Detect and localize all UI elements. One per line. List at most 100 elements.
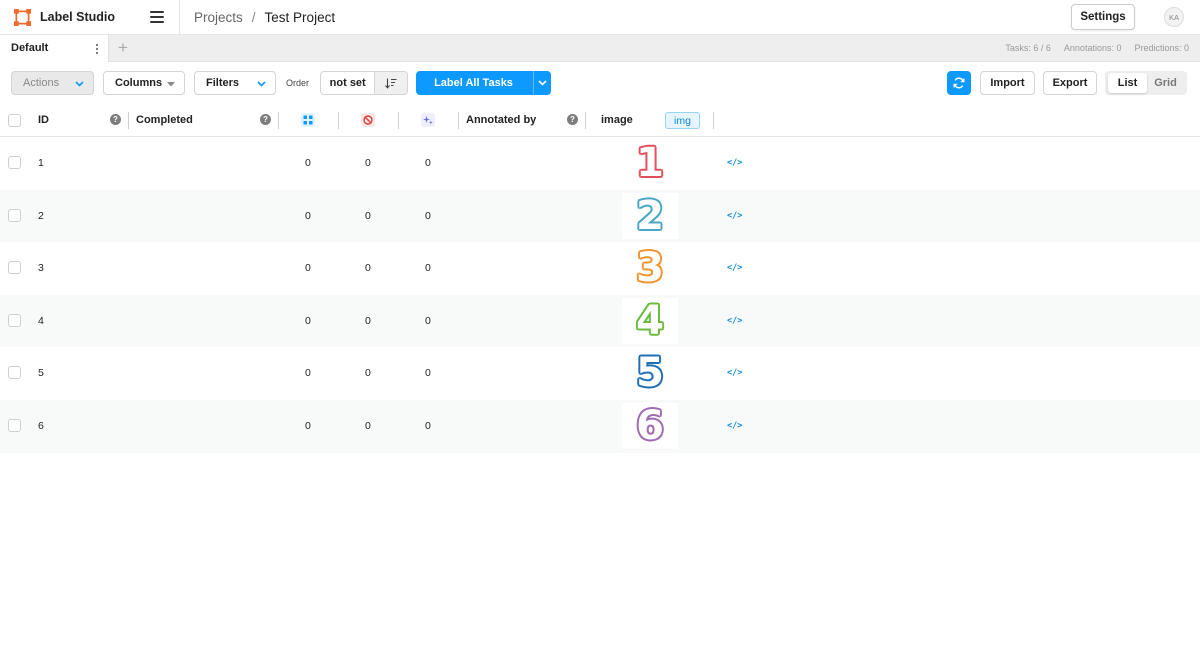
image-thumbnail[interactable]: 3 xyxy=(622,245,678,291)
breadcrumb: Projects / Test Project xyxy=(194,10,335,25)
cancelled-annotations-value: 0 xyxy=(365,420,371,432)
order-control[interactable]: not set xyxy=(320,71,408,95)
image-digit: 5 xyxy=(636,350,664,397)
table-header: ID ? Completed ? Annotated by ? image im… xyxy=(0,105,1200,137)
view-source-icon[interactable]: </> xyxy=(727,263,743,274)
column-divider[interactable] xyxy=(398,112,399,129)
row-checkbox[interactable] xyxy=(8,366,21,380)
view-grid-button[interactable]: Grid xyxy=(1154,77,1177,89)
predictions-value: 0 xyxy=(425,157,431,169)
view-source-icon[interactable]: </> xyxy=(727,158,743,168)
breadcrumb-projects-link[interactable]: Projects xyxy=(194,9,243,25)
image-digit: 3 xyxy=(636,245,664,292)
columns-label: Columns xyxy=(115,77,163,89)
order-label: Order xyxy=(286,78,310,88)
image-thumbnail[interactable]: 4 xyxy=(622,297,678,344)
tab-default[interactable]: Default xyxy=(0,35,109,62)
breadcrumb-current-project: Test Project xyxy=(264,9,336,25)
table-row[interactable]: 4 0 0 0 4 </> xyxy=(0,294,1200,348)
row-checkbox[interactable] xyxy=(8,419,21,432)
help-icon[interactable]: ? xyxy=(567,114,578,125)
total-annotations-icon[interactable] xyxy=(301,113,315,127)
chevron-down-icon xyxy=(257,81,266,87)
image-type-badge: img xyxy=(665,112,700,129)
task-id: 2 xyxy=(38,209,44,222)
column-divider[interactable] xyxy=(585,112,586,129)
app-name: Label Studio xyxy=(40,10,115,24)
predictions-value: 0 xyxy=(425,420,431,432)
table-row[interactable]: 3 0 0 0 3 </> xyxy=(0,242,1200,295)
row-checkbox[interactable] xyxy=(8,156,21,169)
sort-direction-icon[interactable] xyxy=(375,72,407,94)
order-value[interactable]: not set xyxy=(321,72,376,94)
view-list-button[interactable]: List xyxy=(1108,73,1147,93)
columns-dropdown[interactable]: Columns xyxy=(103,71,185,95)
image-digit: 1 xyxy=(636,140,664,186)
table-row[interactable]: 1 0 0 0 1 </> xyxy=(0,137,1200,190)
total-annotations-value: 0 xyxy=(305,420,311,432)
image-thumbnail[interactable]: 2 xyxy=(622,192,678,239)
task-id: 4 xyxy=(38,314,44,327)
select-all-checkbox[interactable] xyxy=(8,114,21,127)
export-button[interactable]: Export xyxy=(1043,71,1097,95)
cancelled-annotations-value: 0 xyxy=(365,314,371,327)
predictions-icon[interactable] xyxy=(421,113,435,127)
filters-dropdown[interactable]: Filters xyxy=(194,71,276,95)
settings-button[interactable]: Settings xyxy=(1071,4,1135,30)
image-thumbnail[interactable]: 6 xyxy=(622,403,678,449)
column-divider[interactable] xyxy=(278,112,279,129)
image-thumbnail[interactable]: 5 xyxy=(622,350,678,396)
predictions-count: Predictions: 0 xyxy=(1134,43,1189,53)
image-thumbnail[interactable]: 1 xyxy=(622,140,678,186)
refresh-button[interactable] xyxy=(947,71,971,95)
view-source-icon[interactable]: </> xyxy=(727,210,743,221)
actions-dropdown[interactable]: Actions xyxy=(11,71,94,95)
image-digit: 2 xyxy=(636,192,664,239)
table-row[interactable]: 2 0 0 0 2 </> xyxy=(0,189,1200,243)
column-header-completed[interactable]: Completed xyxy=(136,114,193,126)
column-header-id[interactable]: ID xyxy=(38,114,49,126)
column-divider[interactable] xyxy=(338,112,339,129)
help-icon[interactable]: ? xyxy=(110,114,121,125)
predictions-value: 0 xyxy=(425,367,431,380)
user-avatar[interactable]: KA xyxy=(1164,7,1184,27)
total-annotations-value: 0 xyxy=(305,262,311,275)
task-id: 3 xyxy=(38,262,44,275)
add-tab-icon[interactable]: + xyxy=(118,38,128,57)
chevron-down-icon xyxy=(75,81,84,87)
view-toggle: List Grid xyxy=(1105,71,1187,95)
cancelled-annotations-value: 0 xyxy=(365,262,371,275)
cancelled-annotations-icon[interactable] xyxy=(361,113,375,127)
predictions-value: 0 xyxy=(425,262,431,275)
column-header-annotated-by[interactable]: Annotated by xyxy=(466,114,537,126)
annotations-count: Annotations: 0 xyxy=(1063,43,1122,53)
total-annotations-value: 0 xyxy=(305,367,311,380)
menu-hamburger-icon[interactable] xyxy=(150,10,164,23)
import-button[interactable]: Import xyxy=(980,71,1035,95)
row-checkbox[interactable] xyxy=(8,208,21,222)
total-annotations-value: 0 xyxy=(305,314,311,327)
column-divider[interactable] xyxy=(713,112,714,129)
row-checkbox[interactable] xyxy=(8,313,21,327)
chevron-down-icon[interactable] xyxy=(533,71,551,95)
view-source-icon[interactable]: </> xyxy=(727,315,743,326)
breadcrumb-separator: / xyxy=(251,9,256,25)
view-source-icon[interactable]: </> xyxy=(727,368,743,379)
cancelled-annotations-value: 0 xyxy=(365,209,371,222)
column-divider[interactable] xyxy=(458,112,459,129)
row-checkbox[interactable] xyxy=(8,261,21,275)
column-divider[interactable] xyxy=(128,112,129,129)
tab-options-icon[interactable] xyxy=(96,44,99,54)
actions-label: Actions xyxy=(23,77,60,89)
help-icon[interactable]: ? xyxy=(260,114,271,125)
label-all-tasks-button[interactable]: Label All Tasks xyxy=(416,71,551,95)
view-source-icon[interactable]: </> xyxy=(727,421,743,431)
image-digit: 4 xyxy=(636,297,664,344)
total-annotations-value: 0 xyxy=(305,157,311,169)
image-digit: 6 xyxy=(636,403,664,449)
table-row[interactable]: 5 0 0 0 5 </> xyxy=(0,347,1200,400)
tab-label: Default xyxy=(11,42,49,54)
project-stats: Tasks: 6 / 6 Annotations: 0 Predictions:… xyxy=(1005,43,1189,53)
column-header-image[interactable]: image xyxy=(601,114,633,126)
table-row[interactable]: 6 0 0 0 6 </> xyxy=(0,400,1200,453)
